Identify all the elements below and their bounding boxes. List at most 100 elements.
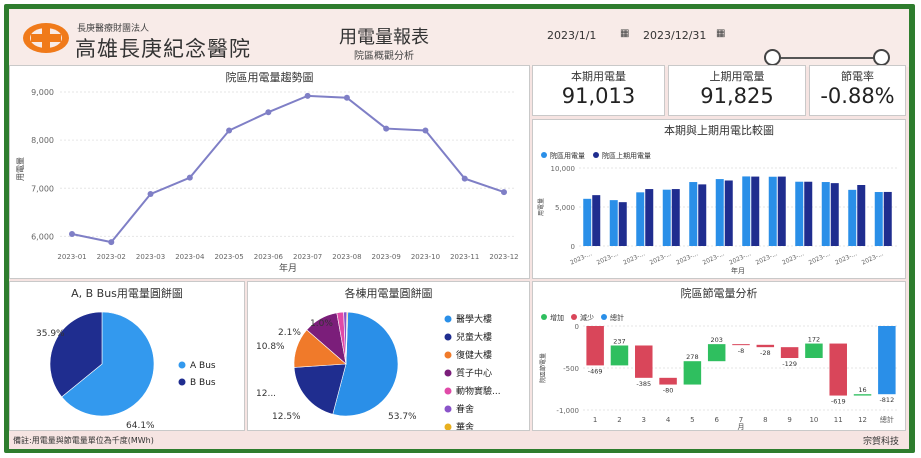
data-point (108, 239, 115, 246)
x-tick-label: 2023-08 (332, 253, 361, 261)
bar (659, 377, 677, 385)
data-label: -28 (760, 349, 771, 357)
y-tick-label: 0 (571, 243, 575, 251)
legend-label: 減少 (580, 313, 594, 322)
x-tick-label: 2023-05 (214, 253, 243, 261)
pie-slice (61, 311, 155, 417)
y-tick-label: -1,000 (556, 407, 579, 415)
bar (751, 176, 760, 246)
data-label: -469 (588, 367, 603, 375)
start-date-input[interactable]: 2023/1/1 (547, 29, 597, 42)
bar (732, 344, 750, 346)
bar (756, 344, 775, 348)
legend-marker (593, 152, 599, 158)
footer-note: 備註:用電量與節電量單位為千度(MWh) (13, 436, 154, 445)
data-label: -619 (831, 398, 846, 406)
legend-label: 質子中心 (456, 367, 492, 379)
bar (610, 345, 629, 366)
x-tick-label: 2023-06 (254, 253, 284, 261)
legend-label: A Bus (190, 361, 216, 371)
legend-marker (444, 369, 452, 377)
y-axis-label: 用電量 (16, 157, 25, 181)
x-tick-label: 2023-... (675, 250, 699, 266)
x-tick-label: 2023-... (569, 250, 593, 266)
trend-title: 院區用電量趨勢圖 (225, 71, 314, 84)
bar (821, 182, 830, 246)
x-tick-label: 2023-... (808, 250, 832, 266)
kpi-saving-rate-card: 節電率 -0.88% (809, 65, 906, 116)
data-point (147, 191, 154, 198)
x-tick-label: 2023-03 (136, 253, 165, 261)
pie-slice (332, 311, 399, 417)
legend-label: 動物實驗... (456, 385, 501, 397)
x-tick-label: 10 (809, 416, 818, 424)
data-label: 278 (686, 353, 698, 361)
bar (618, 202, 627, 246)
data-label: -385 (636, 380, 651, 388)
legend-marker (444, 351, 452, 359)
trend-panel: 院區用電量趨勢圖 6,000 7,000 8,000 9,000 2023-01 2023… (9, 65, 530, 279)
date-slider-track[interactable] (771, 57, 881, 59)
bar (804, 181, 813, 246)
bar (742, 176, 751, 246)
data-label: -129 (782, 360, 797, 368)
x-tick-label: 1 (593, 416, 597, 424)
legend-marker (541, 152, 547, 158)
bar (724, 180, 733, 246)
bar (586, 326, 604, 366)
y-tick-label: -500 (563, 365, 579, 373)
x-tick-label: 2023-12 (489, 253, 518, 261)
bar (609, 200, 618, 246)
bar (715, 179, 724, 246)
kpi-value: 91,013 (561, 84, 636, 108)
bus-pie-chart: 35.9% 64.1% A Bus B Bus (36, 311, 216, 430)
legend-marker (178, 361, 186, 369)
end-date-input[interactable]: 2023/12/31 (643, 29, 707, 42)
bar (707, 344, 726, 362)
calendar-icon[interactable]: ▦ (620, 28, 630, 39)
kpi-previous-card: 上期用電量 91,825 (668, 65, 806, 116)
bus-pie-panel: A, B Bus用電量圓餅圖 35.9% 64.1% A Bus B Bus (9, 281, 245, 431)
kpi-value: -0.88% (820, 84, 895, 108)
legend-label: 華舍 (456, 421, 474, 430)
data-label: -8 (738, 347, 744, 355)
bar (829, 343, 847, 396)
x-tick-label: 2023-04 (175, 253, 205, 261)
date-slider-start-handle[interactable] (764, 49, 781, 66)
x-tick-label: 2023-01 (57, 253, 86, 261)
bar (683, 361, 702, 385)
legend-label: 眷舍 (456, 403, 474, 415)
bar (645, 189, 654, 246)
report-subtitle: 院區概觀分析 (354, 51, 414, 62)
legend-label: 復健大樓 (456, 349, 492, 361)
footer-brand: 宗賀科技 (862, 437, 899, 447)
bus-pie-title: A, B Bus用電量圓餅圖 (71, 287, 183, 300)
data-label: 203 (710, 336, 722, 344)
pie-slice (49, 311, 103, 398)
x-tick-label: 6 (714, 416, 719, 424)
legend-label: 院區上期用電量 (602, 151, 651, 160)
data-point (186, 174, 193, 181)
kpi-label: 上期用電量 (709, 70, 765, 83)
bar (883, 191, 892, 246)
calendar-icon[interactable]: ▦ (716, 28, 726, 39)
legend-marker (541, 314, 547, 320)
header-bar: 長庚醫療財團法人 高雄長庚紀念醫院 用電量報表 院區概觀分析 2023/1/1 … (9, 9, 909, 67)
legend-marker (444, 315, 452, 323)
data-label: 12.5% (272, 412, 301, 422)
bar (635, 345, 653, 378)
date-slider-end-handle[interactable] (873, 49, 890, 66)
x-tick-label: 8 (763, 416, 767, 424)
comparison-title: 本期與上期用電比較圖 (664, 124, 774, 137)
bar (777, 176, 786, 246)
data-point (383, 125, 390, 132)
data-point (343, 94, 350, 101)
data-label: 16 (858, 386, 866, 394)
bar (636, 192, 645, 246)
building-pie-title: 各棟用電量圓餅圖 (344, 287, 433, 300)
data-point (304, 92, 311, 99)
bar (768, 176, 777, 246)
y-axis-label: 用電量 (538, 198, 545, 216)
legend-marker (601, 314, 607, 320)
